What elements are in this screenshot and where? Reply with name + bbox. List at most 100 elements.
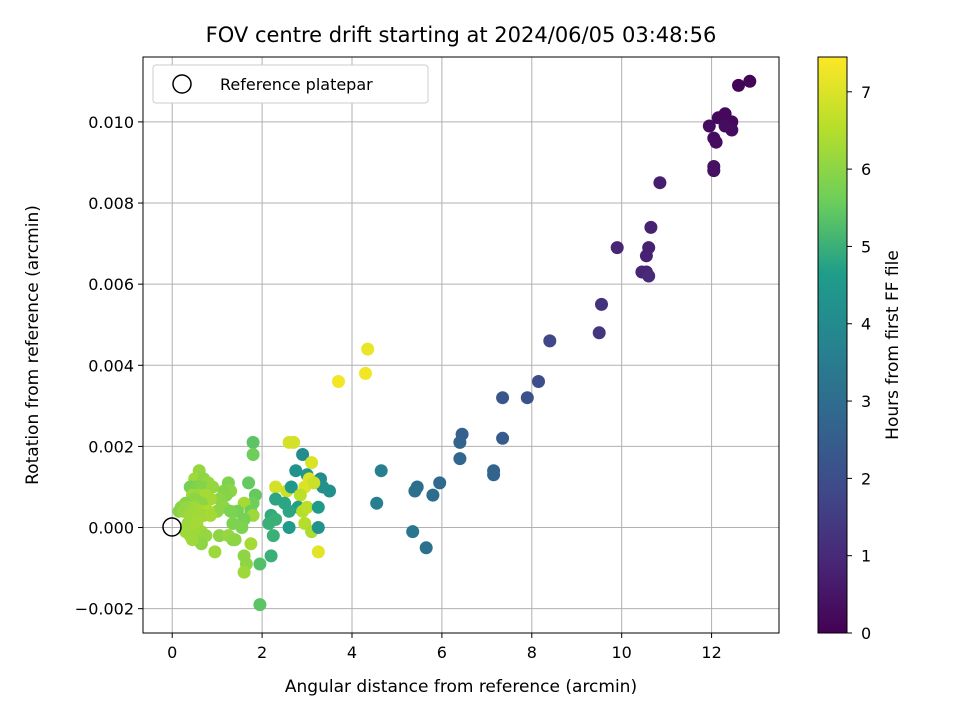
scatter-point xyxy=(453,452,467,466)
scatter-point xyxy=(228,533,242,547)
scatter-point xyxy=(246,435,260,449)
scatter-point xyxy=(707,164,721,178)
colorbar-tick-label: 2 xyxy=(861,469,871,488)
colorbar-tick-label: 7 xyxy=(861,83,871,102)
colorbar-tick-label: 6 xyxy=(861,160,871,179)
scatter-point xyxy=(269,480,283,494)
x-tick-label: 12 xyxy=(701,643,721,662)
scatter-point xyxy=(370,496,384,510)
scatter-point xyxy=(253,557,267,571)
scatter-point xyxy=(262,517,276,530)
scatter-point xyxy=(237,565,251,579)
legend-label: Reference platepar xyxy=(220,75,373,94)
y-tick-label: 0.006 xyxy=(88,275,134,294)
x-axis-ticks: 0 2 4 6 8 10 12 xyxy=(167,633,722,662)
scatter-point xyxy=(300,500,314,514)
scatter-point xyxy=(224,504,238,518)
x-tick-label: 8 xyxy=(527,643,537,662)
y-tick-label: 0.000 xyxy=(88,519,134,538)
x-axis-label: Angular distance from reference (arcmin) xyxy=(285,677,637,697)
scatter-point xyxy=(185,533,199,547)
scatter-point xyxy=(293,488,307,502)
x-tick-label: 6 xyxy=(437,643,447,662)
colorbar-label: Hours from first FF file xyxy=(883,250,903,440)
scatter-point xyxy=(323,484,336,498)
scatter-point xyxy=(296,448,310,461)
y-tick-label: 0.004 xyxy=(88,356,134,375)
scatter-point xyxy=(212,529,226,543)
colorbar-tick-label: 1 xyxy=(861,547,871,566)
scatter-point xyxy=(203,508,217,522)
scatter-point xyxy=(246,448,260,461)
grid xyxy=(143,57,779,633)
colorbar-tick-label: 4 xyxy=(861,315,871,334)
scatter-point xyxy=(208,545,222,559)
scatter-point xyxy=(266,529,280,543)
scatter-point xyxy=(264,549,278,563)
scatter-point xyxy=(610,241,624,255)
colorbar-tick-label: 3 xyxy=(861,392,871,411)
y-axis-ticks: −0.002 0.000 0.002 0.004 0.006 0.008 0.010 xyxy=(75,113,143,619)
y-tick-label: 0.010 xyxy=(88,113,134,132)
scatter-point xyxy=(543,334,557,348)
y-axis-label: Rotation from reference (arcmin) xyxy=(23,205,43,485)
colorbar xyxy=(817,56,848,634)
scatter-point xyxy=(644,220,658,234)
scatter-point xyxy=(419,541,433,555)
scatter-point xyxy=(282,521,296,534)
y-tick-label: −0.002 xyxy=(75,600,134,619)
scatter-point xyxy=(289,464,303,478)
scatter-point xyxy=(374,464,388,478)
scatter-point xyxy=(595,297,608,311)
scatter-point xyxy=(284,480,298,494)
scatter-point xyxy=(520,391,534,405)
chart-title: FOV centre drift starting at 2024/06/05 … xyxy=(206,23,717,47)
x-tick-label: 2 xyxy=(257,643,267,662)
scatter-point xyxy=(311,500,325,514)
scatter-point xyxy=(253,598,267,612)
scatter-point xyxy=(453,435,467,449)
legend-marker xyxy=(172,74,192,94)
scatter-point xyxy=(408,484,422,498)
y-tick-label: 0.008 xyxy=(88,194,134,213)
x-tick-label: 10 xyxy=(612,643,632,662)
scatter-point xyxy=(242,476,256,490)
scatter-point xyxy=(226,517,240,530)
data-points xyxy=(172,74,757,612)
legend: Reference platepar xyxy=(152,64,429,104)
scatter-point xyxy=(307,476,321,490)
scatter-point xyxy=(244,537,258,551)
scatter-point xyxy=(743,74,757,88)
scatter-point xyxy=(361,342,375,356)
legend-box xyxy=(152,64,429,104)
x-tick-label: 4 xyxy=(347,643,357,662)
scatter-point xyxy=(702,119,716,133)
scatter-point xyxy=(496,431,510,445)
scatter-point xyxy=(639,249,653,263)
scatter-point xyxy=(592,326,606,340)
scatter-point xyxy=(305,456,319,470)
scatter-point xyxy=(709,135,723,149)
scatter-point xyxy=(332,375,345,388)
scatter-point xyxy=(532,375,545,388)
colorbar-tick-label: 5 xyxy=(861,237,871,256)
scatter-point xyxy=(653,176,667,190)
x-tick-label: 0 xyxy=(167,643,177,662)
scatter-point xyxy=(487,468,501,482)
scatter-point xyxy=(311,521,325,534)
scatter-point xyxy=(642,269,656,283)
reference-point-marker xyxy=(162,517,182,537)
colorbar-tick-label: 0 xyxy=(861,624,871,643)
scatter-point xyxy=(311,545,325,559)
colorbar-ticks: 0 1 2 3 4 5 6 7 xyxy=(847,83,871,643)
scatter-point xyxy=(282,504,296,518)
y-tick-label: 0.002 xyxy=(88,437,134,456)
scatter-point xyxy=(732,78,745,92)
scatter-point xyxy=(359,366,372,380)
scatter-point xyxy=(426,488,440,502)
scatter-point xyxy=(406,525,420,539)
scatter-point xyxy=(287,435,301,449)
scatter-point xyxy=(496,391,510,405)
plot-frame xyxy=(142,56,780,634)
